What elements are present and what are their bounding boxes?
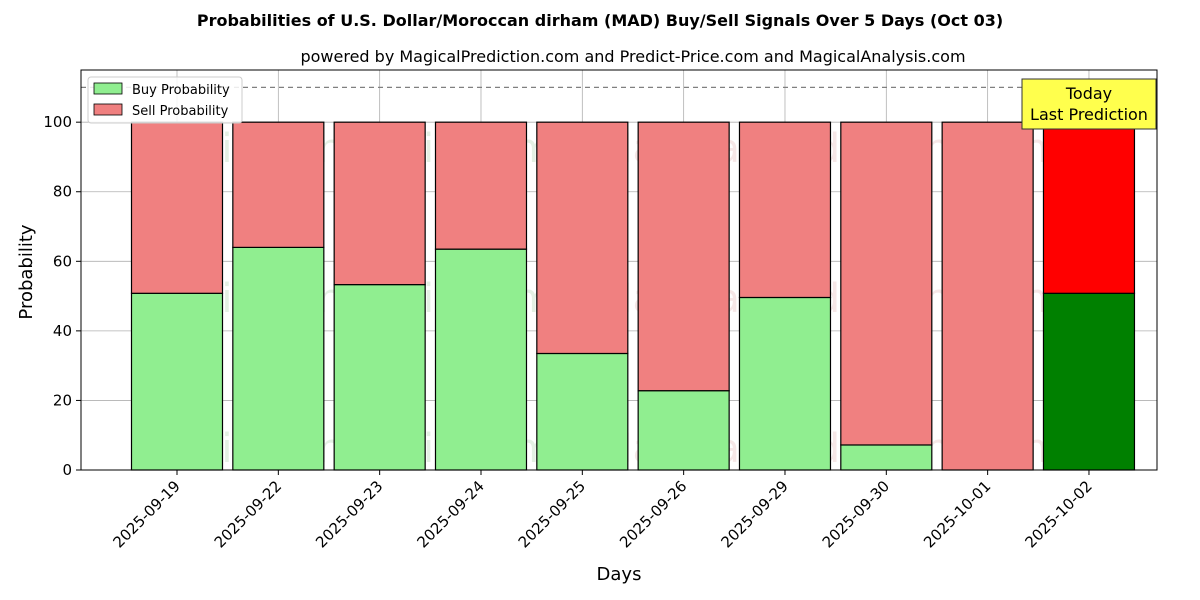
legend: Buy Probability Sell Probability — [87, 76, 243, 124]
sell-bar — [434, 121, 528, 250]
sell-bar — [637, 121, 730, 392]
sell-bar — [941, 121, 1034, 471]
y-tick-label: 80 — [53, 183, 72, 201]
y-tick-label: 60 — [53, 252, 72, 270]
annotation-box — [1021, 78, 1157, 130]
annotation-line1: Today — [1065, 84, 1112, 103]
legend-swatch-sell — [93, 103, 123, 116]
legend-label-buy: Buy Probability — [132, 83, 230, 98]
sell-bar — [738, 121, 832, 299]
chart-subtitle: powered by MagicalPrediction.com and Pre… — [300, 47, 965, 66]
bars — [130, 121, 1136, 471]
x-tick-label: 2025-09-23 — [312, 477, 386, 551]
today-annotation: Today Last Prediction — [1021, 78, 1157, 130]
legend-label-sell: Sell Probability — [132, 104, 229, 119]
x-tick-label: 2025-10-02 — [1021, 477, 1095, 551]
x-tick-label: 2025-09-26 — [616, 477, 690, 551]
sell-bar — [840, 121, 933, 446]
buy-bar — [232, 246, 325, 471]
x-tick-label: 2025-09-29 — [717, 477, 791, 551]
y-tick-label: 0 — [62, 461, 72, 479]
x-tick-label: 2025-10-01 — [920, 477, 994, 551]
buy-bar — [637, 390, 730, 471]
y-axis-label: Probability — [16, 224, 37, 319]
buy-bar — [840, 444, 933, 471]
legend-swatch-buy — [93, 82, 123, 95]
sell-bar — [130, 121, 224, 294]
y-tick-label: 100 — [43, 113, 72, 131]
y-tick-label: 20 — [53, 391, 72, 409]
sell-bar — [1042, 121, 1136, 294]
sell-bar — [536, 121, 629, 355]
x-axis-label: Days — [597, 564, 642, 585]
buy-bar — [130, 292, 224, 471]
plot-frame — [80, 69, 1158, 471]
x-tick-label: 2025-09-25 — [515, 477, 589, 551]
x-axis-ticks: 2025-09-19 2025-09-22 2025-09-23 2025-09-24… — [109, 470, 1096, 551]
y-axis-ticks: 0 20 40 60 80 100 — [43, 113, 81, 479]
buy-bar — [1042, 292, 1136, 471]
chart-title: Probabilities of U.S. Dollar/Moroccan di… — [197, 11, 1003, 30]
x-tick-label: 2025-09-19 — [109, 477, 183, 551]
annotation-line2: Last Prediction — [1030, 105, 1148, 124]
x-tick-label: 2025-09-24 — [413, 477, 487, 551]
buy-bar — [333, 284, 426, 471]
x-tick-label: 2025-09-30 — [819, 477, 893, 551]
buy-bar — [536, 352, 629, 471]
sell-bar — [333, 121, 426, 286]
legend-box — [87, 76, 243, 124]
buy-bar — [738, 296, 832, 471]
buy-bar — [434, 248, 528, 471]
x-tick-label: 2025-09-22 — [211, 477, 285, 551]
sell-bar — [232, 121, 325, 248]
y-tick-label: 40 — [53, 322, 72, 340]
